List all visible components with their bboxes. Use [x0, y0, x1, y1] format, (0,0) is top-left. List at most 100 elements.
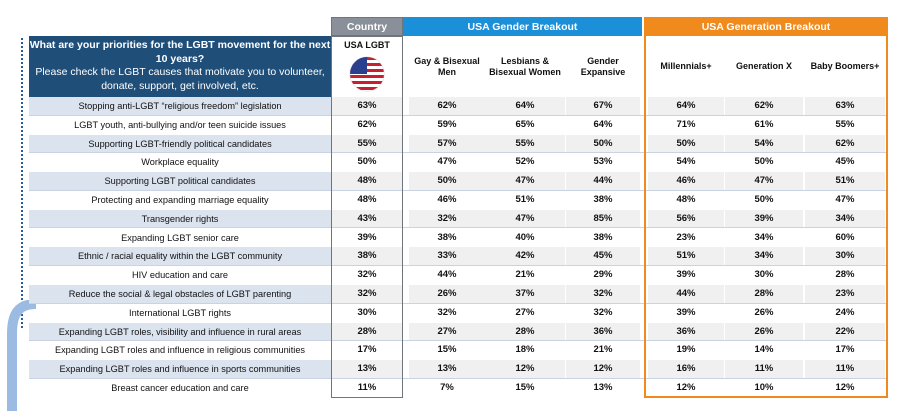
- table-row: Supporting LGBT-friendly political candi…: [29, 134, 888, 154]
- cell-usa: 62%: [357, 118, 377, 130]
- cell-millennials: 39%: [676, 306, 696, 318]
- cell-usa: 39%: [357, 231, 377, 243]
- table-row: Protecting and expanding marriage equali…: [29, 191, 888, 210]
- cell-genx: 14%: [754, 344, 774, 356]
- table-row: LGBT youth, anti-bullying and/or teen su…: [29, 116, 888, 135]
- cell-boomers: 17%: [835, 344, 855, 356]
- cell-usa: 38%: [331, 247, 403, 265]
- cell-lesbian: 64%: [485, 97, 565, 115]
- cell-lesbian: 21%: [515, 269, 535, 281]
- cell-genx: 26%: [754, 306, 774, 318]
- cell-millennials: 51%: [648, 247, 724, 265]
- cell-gay: 13%: [409, 360, 485, 378]
- cell-genx: 30%: [754, 269, 774, 281]
- cell-genx: 34%: [754, 231, 774, 243]
- cell-boomers: 51%: [805, 172, 885, 190]
- table-row: Transgender rights 43% 32% 47% 85% 56% 39% 34%: [29, 209, 888, 229]
- cell-genx: 34%: [725, 247, 803, 265]
- cell-millennials: 48%: [676, 194, 696, 205]
- cell-boomers: 30%: [805, 247, 885, 265]
- cell-boomers: 55%: [835, 118, 855, 130]
- cell-gay: 33%: [409, 247, 485, 265]
- cell-usa: 55%: [331, 134, 403, 153]
- table-row: Breast cancer education and care 11% 7% 15%…: [29, 379, 888, 398]
- cell-gender-exp: 38%: [593, 231, 613, 243]
- cell-boomers: 28%: [835, 269, 855, 281]
- row-label: Supporting LGBT-friendly political candi…: [29, 134, 331, 153]
- cell-gender-exp: 45%: [566, 247, 640, 265]
- table-row: Reduce the social & legal obstacles of L…: [29, 285, 888, 304]
- cell-gender-exp: 67%: [566, 97, 640, 115]
- row-label: Stopping anti-LGBT “religious freedom” l…: [29, 97, 331, 115]
- cell-lesbian: 12%: [485, 360, 565, 378]
- table-row: HIV education and care 32% 44% 21% 29% 39% 30%…: [29, 266, 888, 285]
- column-header-boomers: Baby Boomers+: [810, 61, 880, 71]
- cell-millennials: 54%: [676, 156, 696, 168]
- dotted-decoration-line: [21, 38, 23, 328]
- question-title: What are your priorities for the LGBT mo…: [29, 39, 331, 65]
- cell-boomers: 23%: [805, 285, 885, 303]
- table-row: Expanding LGBT roles, visibility and inf…: [29, 322, 888, 342]
- cell-millennials: 46%: [648, 172, 724, 190]
- cell-gay: 27%: [409, 322, 485, 341]
- cell-lesbian: 42%: [485, 247, 565, 265]
- cell-millennials: 71%: [676, 118, 696, 130]
- cell-genx: 28%: [725, 285, 803, 303]
- column-label-usa: USA LGBT: [344, 40, 390, 50]
- cell-gender-exp: 53%: [593, 156, 613, 168]
- column-header-genx: Generation X: [735, 61, 792, 71]
- usa-flag-icon: [350, 57, 384, 91]
- cell-boomers: 60%: [835, 231, 855, 243]
- cell-usa: 11%: [357, 382, 377, 393]
- row-label: Protecting and expanding marriage equali…: [91, 195, 269, 205]
- question-subtitle: Please check the LGBT causes that motiva…: [35, 66, 325, 92]
- cell-lesbian: 55%: [485, 134, 565, 153]
- row-label: International LGBT rights: [129, 307, 231, 318]
- cell-gender-exp: 32%: [566, 285, 640, 303]
- cell-genx: 50%: [754, 156, 774, 168]
- cell-gay: 38%: [437, 231, 457, 243]
- cell-gay: 32%: [409, 209, 485, 228]
- country-header: Country: [331, 17, 403, 36]
- cell-millennials: 56%: [648, 209, 724, 228]
- column-header-gay: Gay & Bisexual Men: [414, 55, 480, 77]
- cell-usa: 48%: [331, 172, 403, 190]
- cell-millennials: 16%: [648, 360, 724, 378]
- column-header-usa: USA LGBT: [331, 36, 403, 97]
- cell-gay: 46%: [437, 194, 457, 205]
- row-label: Expanding LGBT roles, visibility and inf…: [29, 322, 331, 341]
- cell-millennials: 44%: [648, 285, 724, 303]
- cell-usa: 17%: [357, 344, 377, 356]
- row-label: Workplace equality: [141, 157, 219, 168]
- cell-millennials: 39%: [676, 269, 696, 281]
- cell-usa: 28%: [331, 322, 403, 341]
- cell-boomers: 12%: [835, 382, 855, 393]
- row-label: LGBT youth, anti-bullying and/or teen su…: [74, 119, 286, 130]
- column-header-lesbian: Lesbians & Bisexual Women: [489, 55, 561, 77]
- table-row: International LGBT rights 30% 32% 27% 32% 39%…: [29, 304, 888, 323]
- cell-lesbian: 65%: [515, 118, 535, 130]
- cell-gay: 26%: [409, 285, 485, 303]
- cell-lesbian: 27%: [515, 306, 535, 318]
- cell-lesbian: 15%: [515, 382, 535, 393]
- row-label: Ethnic / racial equality within the LGBT…: [29, 247, 331, 265]
- row-label: Expanding LGBT senior care: [121, 232, 239, 243]
- cell-lesbian: 47%: [485, 172, 565, 190]
- cell-gender-exp: 29%: [593, 269, 613, 281]
- column-header-millennials: Millennials+: [660, 61, 712, 71]
- table-row: Stopping anti-LGBT “religious freedom” l…: [29, 97, 888, 116]
- cell-millennials: 50%: [648, 134, 724, 153]
- cell-boomers: 11%: [805, 360, 885, 378]
- cell-gay: 32%: [437, 306, 457, 318]
- cell-gay: 57%: [409, 134, 485, 153]
- cell-usa: 32%: [357, 269, 377, 281]
- cell-genx: 61%: [754, 118, 774, 130]
- country-column-frame: [331, 36, 403, 398]
- cell-millennials: 12%: [676, 382, 696, 393]
- table-row: Expanding LGBT roles and influence in re…: [29, 341, 888, 360]
- table-row: Ethnic / racial equality within the LGBT…: [29, 247, 888, 266]
- cell-genx: 26%: [725, 322, 803, 341]
- table-row: Expanding LGBT senior care 39% 38% 40% 38% 23…: [29, 229, 888, 248]
- cell-millennials: 64%: [648, 97, 724, 115]
- corner-decoration: [7, 300, 37, 411]
